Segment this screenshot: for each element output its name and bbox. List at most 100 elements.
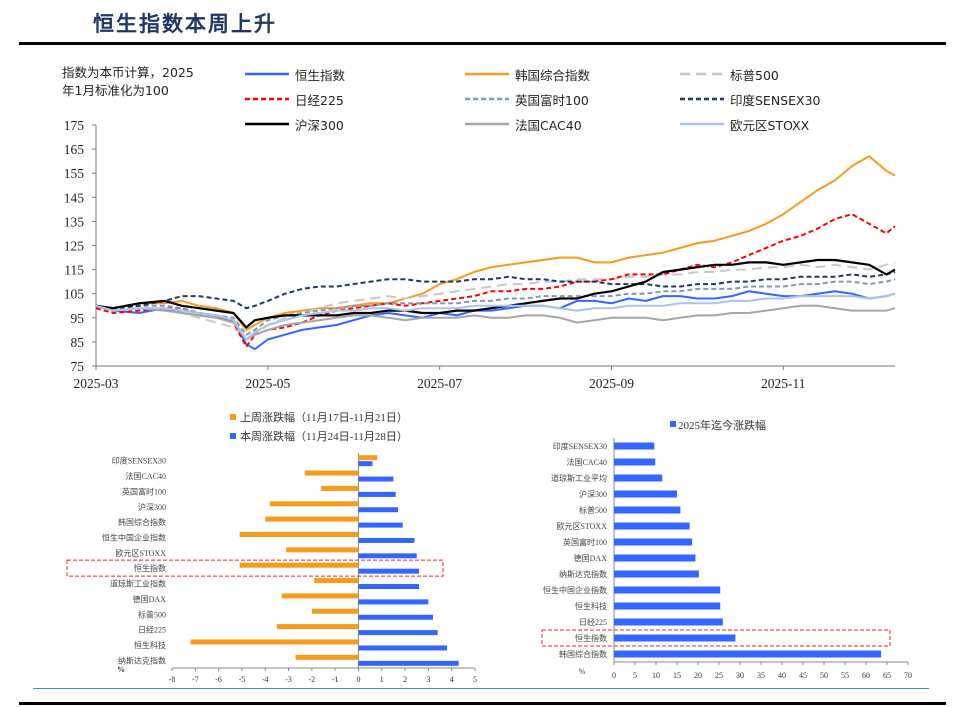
bar — [614, 586, 721, 594]
x-tick-label: 60 — [862, 671, 870, 680]
bar — [614, 490, 677, 498]
highlight-box — [66, 559, 444, 577]
legend-swatch — [230, 433, 236, 439]
legend-item: 日经225 — [245, 91, 344, 108]
legend-swatch — [670, 421, 676, 427]
legend-label: 本周涨跌幅（11月24日-11月28日） — [240, 429, 408, 443]
category-label: 欧元区STOXX — [556, 521, 607, 531]
bar — [358, 645, 448, 651]
y-tick-label: 105 — [64, 287, 85, 302]
x-tick-label: 2 — [403, 675, 407, 684]
category-label: 英国富时100 — [122, 486, 166, 496]
legend-label: 恒生指数 — [295, 67, 346, 83]
unit-label: % — [117, 665, 125, 674]
x-tick-label: 30 — [736, 671, 744, 680]
category-label: 恒生科技 — [575, 601, 607, 611]
bar — [614, 474, 663, 482]
legend-item: 标普500 — [680, 66, 779, 83]
page-title: 恒生指数本周上升 — [93, 12, 277, 36]
x-tick-label: 15 — [673, 671, 681, 680]
x-tick-label: 50 — [820, 671, 828, 680]
bar — [614, 538, 693, 546]
y-tick-label: 95 — [71, 311, 85, 326]
legend-label: 上周涨跌幅（11月17日-11月21日） — [240, 410, 408, 424]
bar — [358, 476, 394, 482]
bar — [358, 568, 420, 574]
series-line — [95, 278, 896, 336]
category-label: 韩国综合指数 — [559, 649, 607, 659]
bar — [358, 507, 399, 513]
category-label: 沪深300 — [138, 502, 166, 512]
x-tick-label: 40 — [778, 671, 786, 680]
y-tick-label: 125 — [64, 239, 85, 254]
category-label: 恒生指数 — [134, 563, 166, 573]
legend-item: 英国富时100 — [465, 91, 589, 108]
legend-label: 印度SENSEX30 — [730, 92, 821, 108]
x-tick-label: -7 — [192, 675, 199, 684]
category-label: 法国CAC40 — [567, 457, 607, 467]
x-tick-label: 0 — [356, 675, 360, 684]
bar — [304, 470, 359, 476]
x-tick-label: 2025-05 — [245, 376, 290, 391]
legend-item: 韩国综合指数 — [465, 66, 591, 83]
bar — [358, 614, 434, 620]
bar — [614, 442, 655, 450]
bar — [276, 624, 359, 630]
bar — [358, 455, 378, 461]
x-tick-label: -5 — [239, 675, 246, 684]
bar — [614, 554, 696, 562]
x-tick-label: 1 — [380, 675, 384, 684]
x-tick-label: -4 — [262, 675, 269, 684]
category-label: 日经225 — [138, 625, 166, 635]
legend-label: 欧元区STOXX — [730, 117, 810, 133]
category-label: 欧元区STOXX — [115, 548, 166, 558]
bar — [358, 599, 429, 605]
bar — [614, 618, 723, 626]
x-tick-label: 5 — [633, 671, 637, 680]
legend-label: 标普500 — [730, 67, 779, 83]
legend-swatch — [230, 414, 236, 420]
y-tick-label: 155 — [64, 166, 85, 181]
legend-swatch — [465, 72, 509, 76]
category-label: 道琼斯工业平均 — [551, 473, 607, 483]
legend-swatch — [465, 97, 509, 101]
x-tick-label: 3 — [426, 675, 430, 684]
category-label: 恒生中国企业指数 — [102, 532, 166, 542]
y-tick-label: 85 — [71, 335, 85, 350]
bar — [358, 461, 373, 467]
category-label: 纳斯达克指数 — [118, 655, 166, 665]
bar — [281, 593, 359, 599]
line-chart: 75 85 95 105 115 125 135 145 155 165 175 2025-03 202… — [64, 118, 896, 391]
legend-label: 法国CAC40 — [515, 117, 582, 133]
bar — [190, 639, 359, 645]
bar — [614, 602, 721, 610]
bar — [358, 660, 459, 666]
bar — [358, 584, 420, 590]
bar — [614, 570, 699, 578]
y-tick-label: 175 — [64, 118, 85, 133]
x-tick-label: 55 — [841, 671, 849, 680]
y-tick-label: 75 — [71, 359, 85, 374]
x-tick-label: -3 — [285, 675, 292, 684]
bar — [269, 501, 359, 507]
y-tick-label: 115 — [64, 263, 84, 278]
legend-label: 沪深300 — [295, 117, 344, 133]
unit-label: % — [579, 667, 586, 676]
y-tick-label: 135 — [64, 214, 85, 229]
y-tick-label: 145 — [64, 190, 85, 205]
x-tick-label: 0 — [612, 671, 616, 680]
category-label: 德国DAX — [133, 594, 167, 604]
bar — [265, 516, 359, 522]
category-label: 道琼斯工业指数 — [110, 579, 166, 589]
x-tick-label: 5 — [473, 675, 477, 684]
bar — [614, 650, 882, 658]
series-line — [95, 290, 896, 351]
category-label: 沪深300 — [579, 489, 607, 499]
legend-label: 韩国综合指数 — [515, 67, 591, 83]
bar — [358, 522, 403, 528]
legend-item: 法国CAC40 — [465, 116, 582, 133]
series-line — [95, 155, 896, 331]
bar — [295, 654, 359, 660]
x-tick-label: 20 — [694, 671, 702, 680]
